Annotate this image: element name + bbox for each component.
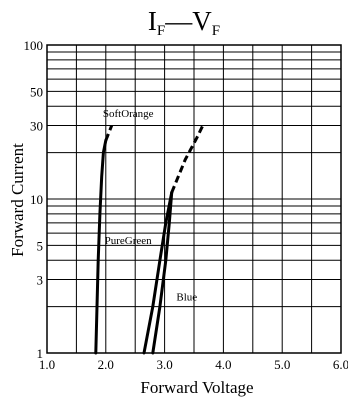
title-current-subscript: F [157, 23, 165, 39]
title-current-symbol: I [148, 6, 157, 36]
y-axis-label: Forward Current [8, 143, 27, 257]
y-tick-label-3: 3 [37, 273, 44, 288]
grid [46, 44, 342, 354]
x-tick-label-3: 3.0 [156, 357, 172, 372]
y-tick-label-30: 30 [30, 119, 43, 134]
x-tick-label-4: 4.0 [215, 357, 231, 372]
x-tick-label-5: 5.0 [274, 357, 290, 372]
chart-title: IF—VF [148, 6, 220, 39]
y-tick-label-100: 100 [24, 38, 44, 53]
plot-frame [46, 44, 342, 354]
tick-labels: 1.0 2.0 3.0 4.0 5.0 6.0 1 3 5 10 30 50 100 [24, 38, 348, 372]
y-tick-label-10: 10 [30, 192, 43, 207]
title-voltage-subscript: F [212, 23, 220, 39]
series-label-blue: Blue [176, 291, 197, 303]
x-tick-label-2: 2.0 [98, 357, 114, 372]
series-softorange-dashed-line [104, 124, 114, 141]
y-tick-label-50: 50 [30, 84, 43, 99]
x-tick-label-6: 6.0 [333, 357, 348, 372]
series-blue-solid-line [151, 191, 174, 355]
curves [94, 124, 205, 355]
x-tick-label-1: 1.0 [39, 357, 55, 372]
series-label-puregreen: PureGreen [105, 235, 153, 247]
x-axis-label: Forward Voltage [140, 378, 253, 397]
series-softorange-solid-line [94, 138, 108, 355]
series-label-softorange: SoftOrange [103, 108, 154, 120]
series-puregreen-dashed-line [170, 124, 205, 194]
title-voltage-symbol: V [192, 6, 212, 36]
y-tick-label-1: 1 [37, 346, 44, 361]
y-tick-label-5: 5 [37, 238, 44, 253]
series-labels: SoftOrange PureGreen Blue [103, 108, 197, 303]
title-dash: — [164, 6, 193, 36]
series-puregreen-solid-line [142, 191, 174, 355]
